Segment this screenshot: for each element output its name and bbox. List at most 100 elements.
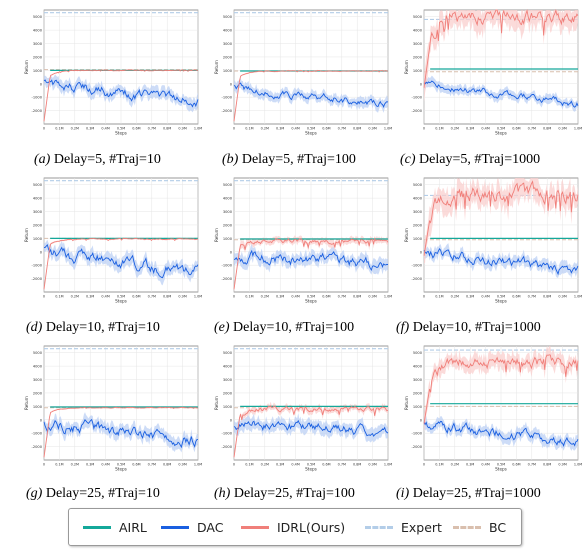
y-tick-label: 3000	[223, 378, 233, 382]
y-tick-label: 2000	[33, 55, 43, 59]
chart-panel-d: -2000 -1000 0 1000 2000 3000 4000 5000 0 0.1M 0.2M…	[22, 172, 202, 312]
dac-band	[44, 74, 198, 113]
legend-item-dac: DAC	[161, 509, 223, 545]
caption-a: (a) Delay=5, #Traj=10	[34, 152, 161, 167]
x-tick-label: 0.9M	[178, 463, 186, 467]
y-tick-label: 0	[420, 250, 423, 254]
dac-band	[424, 75, 578, 112]
x-tick-label: 0.5M	[497, 127, 505, 131]
y-tick-label: 3000	[223, 210, 233, 214]
dac-line	[423, 420, 579, 447]
x-tick-label: 1.0M	[384, 295, 392, 299]
y-tick-label: 5000	[413, 15, 423, 19]
y-tick-label: 5000	[33, 15, 43, 19]
caption-i: (i) Delay=25, #Traj=1000	[396, 486, 541, 501]
x-tick-label: 0.8M	[353, 295, 361, 299]
y-tick-label: -1000	[32, 96, 43, 100]
x-tick-label: 0.1M	[435, 463, 443, 467]
x-tick-label: 1.0M	[574, 463, 582, 467]
dac-band	[234, 413, 388, 443]
idrl-band	[424, 346, 578, 432]
x-tick-label: 0.5M	[307, 463, 315, 467]
y-tick-label: 1000	[413, 405, 423, 409]
legend-swatch-dac	[161, 525, 189, 529]
x-tick-label: 0.5M	[117, 463, 125, 467]
legend-label-dac: DAC	[197, 519, 224, 535]
x-tick-label: 0.3M	[466, 295, 474, 299]
chart-svg-b: -2000 -1000 0 1000 2000 3000 4000 5000 0 0.1M 0.2M…	[214, 9, 392, 136]
x-tick-label: 1.0M	[384, 463, 392, 467]
x-axis-label: Steps	[115, 131, 127, 136]
x-tick-label: 1.0M	[194, 295, 202, 299]
y-tick-label: 0	[420, 418, 423, 422]
caption-f: (f) Delay=10, #Traj=1000	[396, 320, 541, 335]
x-tick-label: 0.6M	[132, 295, 140, 299]
y-tick-label: -1000	[412, 432, 423, 436]
y-tick-label: 3000	[223, 42, 233, 46]
x-tick-label: 0.9M	[178, 127, 186, 131]
y-tick-label: 1000	[33, 237, 43, 241]
y-tick-label: 0	[230, 82, 233, 86]
idrl-line	[233, 70, 389, 122]
y-tick-label: 0	[40, 250, 43, 254]
y-tick-label: 4000	[413, 365, 423, 369]
dac-line	[423, 80, 579, 108]
y-tick-label: -1000	[32, 432, 43, 436]
chart-svg-a: -2000 -1000 0 1000 2000 3000 4000 5000 0 0.1M 0.2M…	[24, 9, 202, 136]
y-tick-label: 2000	[413, 55, 423, 59]
x-tick-label: 0.4M	[291, 127, 299, 131]
x-tick-label: 0.2M	[451, 127, 459, 131]
y-axis-label: Return	[404, 228, 409, 242]
x-tick-label: 0.6M	[512, 127, 520, 131]
y-tick-label: 2000	[223, 223, 233, 227]
y-tick-label: 1000	[223, 405, 233, 409]
x-tick-label: 0.6M	[132, 463, 140, 467]
x-tick-label: 0.4M	[481, 295, 489, 299]
x-tick-label: 1.0M	[574, 295, 582, 299]
x-tick-label: 0.9M	[368, 295, 376, 299]
y-tick-label: 4000	[223, 365, 233, 369]
y-tick-label: 4000	[33, 29, 43, 33]
chart-svg-f: -2000 -1000 0 1000 2000 3000 4000 5000 0 0.1M 0.2M…	[404, 177, 582, 304]
chart-svg-d: -2000 -1000 0 1000 2000 3000 4000 5000 0 0.1M 0.2M…	[24, 177, 202, 304]
caption-d: (d) Delay=10, #Traj=10	[26, 320, 160, 335]
x-tick-label: 0	[423, 295, 425, 299]
legend-label-airl: AIRL	[119, 519, 147, 535]
y-tick-label: 1000	[33, 69, 43, 73]
x-tick-label: 0.2M	[451, 463, 459, 467]
y-tick-label: -2000	[222, 277, 233, 281]
y-tick-label: -2000	[222, 109, 233, 113]
x-tick-label: 1.0M	[384, 127, 392, 131]
y-tick-label: 2000	[33, 391, 43, 395]
legend-label-bc: BC	[489, 519, 507, 535]
x-tick-label: 0.6M	[322, 127, 330, 131]
y-tick-label: 3000	[413, 378, 423, 382]
y-tick-label: 5000	[413, 183, 423, 187]
x-tick-label: 0.7M	[338, 463, 346, 467]
x-tick-label: 0.5M	[307, 127, 315, 131]
legend-swatch-bc	[453, 525, 481, 529]
x-tick-label: 0.7M	[338, 127, 346, 131]
legend-item-airl: AIRL	[83, 509, 147, 545]
x-axis-label: Steps	[495, 299, 507, 304]
y-tick-label: 5000	[33, 351, 43, 355]
x-tick-label: 0.2M	[261, 295, 269, 299]
x-tick-label: 0.7M	[148, 295, 156, 299]
x-tick-label: 1.0M	[574, 127, 582, 131]
x-tick-label: 0.4M	[291, 463, 299, 467]
y-tick-label: 0	[420, 82, 423, 86]
idrl-band	[424, 178, 578, 264]
x-tick-label: 0.6M	[512, 463, 520, 467]
y-tick-label: 0	[40, 82, 43, 86]
y-tick-label: 2000	[413, 391, 423, 395]
x-tick-label: 0.2M	[71, 295, 79, 299]
y-tick-label: 5000	[33, 183, 43, 187]
x-tick-label: 0.9M	[558, 127, 566, 131]
x-tick-label: 0.2M	[451, 295, 459, 299]
y-tick-label: 5000	[223, 15, 233, 19]
x-tick-label: 0	[43, 463, 45, 467]
x-tick-label: 0.7M	[528, 463, 536, 467]
y-tick-label: 0	[230, 418, 233, 422]
y-tick-label: -1000	[412, 96, 423, 100]
y-tick-label: 2000	[223, 391, 233, 395]
